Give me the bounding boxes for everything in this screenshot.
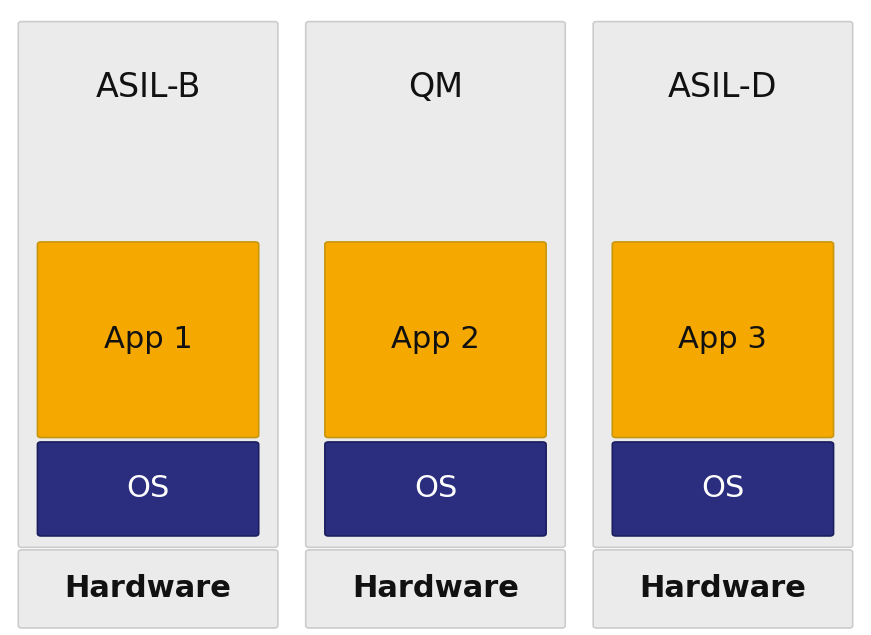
FancyBboxPatch shape: [306, 22, 565, 547]
FancyBboxPatch shape: [612, 442, 834, 536]
Text: OS: OS: [414, 474, 457, 504]
Text: Hardware: Hardware: [64, 575, 232, 603]
Text: OS: OS: [701, 474, 745, 504]
FancyBboxPatch shape: [18, 550, 278, 628]
FancyBboxPatch shape: [593, 22, 853, 547]
FancyBboxPatch shape: [325, 442, 546, 536]
Text: App 3: App 3: [679, 325, 767, 354]
Text: ASIL-D: ASIL-D: [668, 71, 778, 104]
FancyBboxPatch shape: [325, 242, 546, 438]
FancyBboxPatch shape: [37, 442, 259, 536]
Text: Hardware: Hardware: [639, 575, 807, 603]
FancyBboxPatch shape: [18, 22, 278, 547]
Text: ASIL-B: ASIL-B: [96, 71, 200, 104]
FancyBboxPatch shape: [612, 242, 834, 438]
Text: App 2: App 2: [391, 325, 480, 354]
Text: Hardware: Hardware: [352, 575, 519, 603]
FancyBboxPatch shape: [593, 550, 853, 628]
Text: QM: QM: [408, 71, 463, 104]
Text: App 1: App 1: [104, 325, 192, 354]
FancyBboxPatch shape: [37, 242, 259, 438]
FancyBboxPatch shape: [306, 550, 565, 628]
Text: OS: OS: [126, 474, 170, 504]
